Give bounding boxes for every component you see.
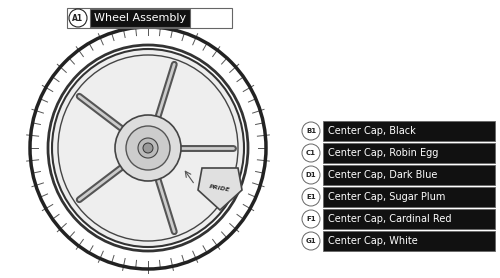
Circle shape <box>302 188 320 206</box>
Text: Center Cap, Sugar Plum: Center Cap, Sugar Plum <box>328 192 446 202</box>
Text: Center Cap, Robin Egg: Center Cap, Robin Egg <box>328 148 438 158</box>
Text: E1: E1 <box>306 194 316 200</box>
Text: A1: A1 <box>72 14 84 23</box>
Ellipse shape <box>52 49 244 247</box>
Text: PRIDE: PRIDE <box>209 184 231 192</box>
FancyBboxPatch shape <box>323 121 495 141</box>
FancyBboxPatch shape <box>323 165 495 185</box>
FancyBboxPatch shape <box>67 8 232 28</box>
FancyBboxPatch shape <box>323 209 495 229</box>
Polygon shape <box>198 168 242 210</box>
FancyBboxPatch shape <box>323 143 495 163</box>
FancyBboxPatch shape <box>90 9 190 27</box>
Text: Center Cap, Dark Blue: Center Cap, Dark Blue <box>328 170 438 180</box>
Text: Center Cap, Black: Center Cap, Black <box>328 126 416 136</box>
Ellipse shape <box>115 115 181 181</box>
Text: B1: B1 <box>306 128 316 134</box>
FancyBboxPatch shape <box>323 187 495 207</box>
Circle shape <box>302 122 320 140</box>
Text: Center Cap, Cardinal Red: Center Cap, Cardinal Red <box>328 214 452 224</box>
Text: Center Cap, White: Center Cap, White <box>328 236 418 246</box>
Circle shape <box>302 144 320 162</box>
Text: F1: F1 <box>306 216 316 222</box>
Circle shape <box>302 210 320 228</box>
Ellipse shape <box>126 126 170 170</box>
Text: D1: D1 <box>306 172 316 178</box>
Circle shape <box>302 166 320 184</box>
Text: C1: C1 <box>306 150 316 156</box>
Circle shape <box>302 232 320 250</box>
Ellipse shape <box>138 138 158 158</box>
FancyBboxPatch shape <box>323 231 495 251</box>
Circle shape <box>69 9 87 27</box>
Ellipse shape <box>143 143 153 153</box>
Text: Wheel Assembly: Wheel Assembly <box>94 13 186 23</box>
Text: G1: G1 <box>306 238 316 244</box>
